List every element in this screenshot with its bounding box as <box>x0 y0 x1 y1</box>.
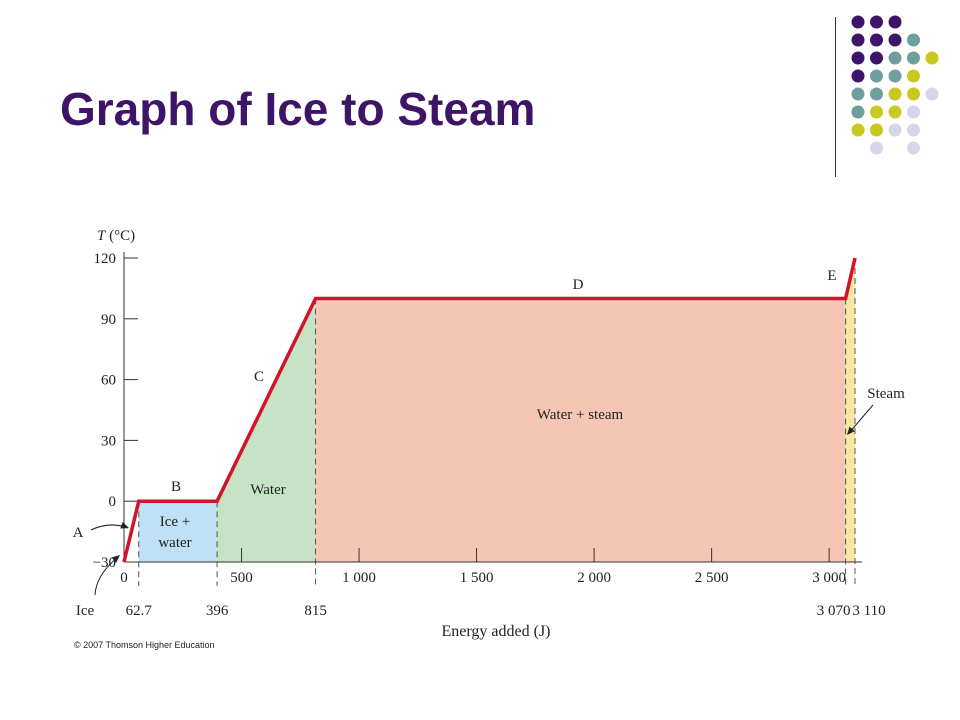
decorative-dot <box>907 33 920 47</box>
decorative-dot <box>888 69 902 83</box>
decorative-dot <box>851 51 865 65</box>
x-tick-label: 1 000 <box>342 570 376 586</box>
marked-x-label: 396 <box>206 603 229 619</box>
x-tick-label: 2 500 <box>695 570 729 586</box>
marked-x-label: 3 110 <box>852 603 885 619</box>
x-tick-label: 0 <box>120 570 128 586</box>
decorative-dot <box>870 15 883 29</box>
decorative-dot <box>907 51 920 65</box>
phase-regions <box>138 258 855 562</box>
segment-label-a: A <box>73 525 84 541</box>
decorative-dot <box>888 15 902 29</box>
y-tick-label: 0 <box>109 494 117 510</box>
y-tick-label: −30 <box>93 555 116 571</box>
decorative-dot <box>907 87 920 101</box>
x-axis-label: Energy added (J) <box>442 623 551 640</box>
decorative-dot <box>851 15 865 29</box>
segment-a-arrow <box>90 521 129 531</box>
decorative-dot <box>925 87 939 101</box>
decorative-dot <box>888 123 902 137</box>
decorative-dot <box>888 87 902 101</box>
y-tick-label: 120 <box>94 251 117 267</box>
decorative-dot <box>851 69 865 83</box>
region-label-water-steam: Water + steam <box>537 407 624 423</box>
decorative-divider <box>835 17 836 177</box>
copyright-notice: © 2007 Thomson Higher Education <box>74 640 215 650</box>
decorative-dot <box>870 123 883 137</box>
x-tick-label: 500 <box>230 570 253 586</box>
decorative-dot <box>851 105 865 119</box>
temperature-line <box>122 257 857 563</box>
temperature-curve <box>122 257 857 563</box>
marked-x-label: 815 <box>304 603 327 619</box>
segment-label-d: D <box>573 277 584 293</box>
region-label-ice-water: Ice + <box>160 514 191 530</box>
region-water-steam <box>315 298 846 562</box>
decorative-dot <box>907 123 920 137</box>
region-label-steam: Steam <box>867 386 905 402</box>
segment-label-b: B <box>171 479 181 495</box>
x-tick-label: 1 500 <box>460 570 494 586</box>
segment-label-e: E <box>827 268 836 284</box>
y-tick-label: 30 <box>101 433 116 449</box>
ice-arrow <box>94 555 120 596</box>
y-tick-label: 90 <box>101 312 116 328</box>
decorative-dot <box>888 33 902 47</box>
decorative-dot <box>870 33 883 47</box>
region-label-water: Water <box>250 482 285 498</box>
y-tick-label: 60 <box>101 373 116 389</box>
region-water <box>217 298 316 562</box>
decorative-dot <box>870 105 883 119</box>
marked-x-label: 62.7 <box>126 603 153 619</box>
decorative-dot <box>851 87 865 101</box>
decorative-dot <box>870 87 883 101</box>
decorative-dot <box>907 105 920 119</box>
ice-label: Ice <box>76 603 95 619</box>
phase-boundary-dashes <box>138 258 856 586</box>
decorative-dot <box>851 33 865 47</box>
steam-arrow <box>847 404 874 435</box>
decorative-dot <box>870 141 883 155</box>
x-tick-label: 2 000 <box>577 570 611 586</box>
decorative-dot <box>907 69 920 83</box>
region-label-ice-water-2: water <box>158 535 191 551</box>
y-axis-label: T (°C) <box>97 228 135 244</box>
decorative-dot <box>870 69 883 83</box>
decorative-dot <box>925 51 939 65</box>
slide-title: Graph of Ice to Steam <box>60 83 536 135</box>
chart-labels: T (°C) Energy added (J) A B C D E Ice + water Wat… <box>73 228 905 640</box>
segment-label-c: C <box>254 369 264 385</box>
region-steam <box>845 258 855 562</box>
decorative-dot <box>870 51 883 65</box>
decorative-dot <box>888 51 902 65</box>
decorative-dot <box>888 105 902 119</box>
decorative-dot <box>907 141 920 155</box>
region-ice-water <box>138 501 218 562</box>
decorative-dot-grid <box>851 15 939 155</box>
marked-x-label: 3 070 <box>817 603 851 619</box>
decorative-dot <box>851 123 865 137</box>
x-tick-label: 3 000 <box>812 570 846 586</box>
